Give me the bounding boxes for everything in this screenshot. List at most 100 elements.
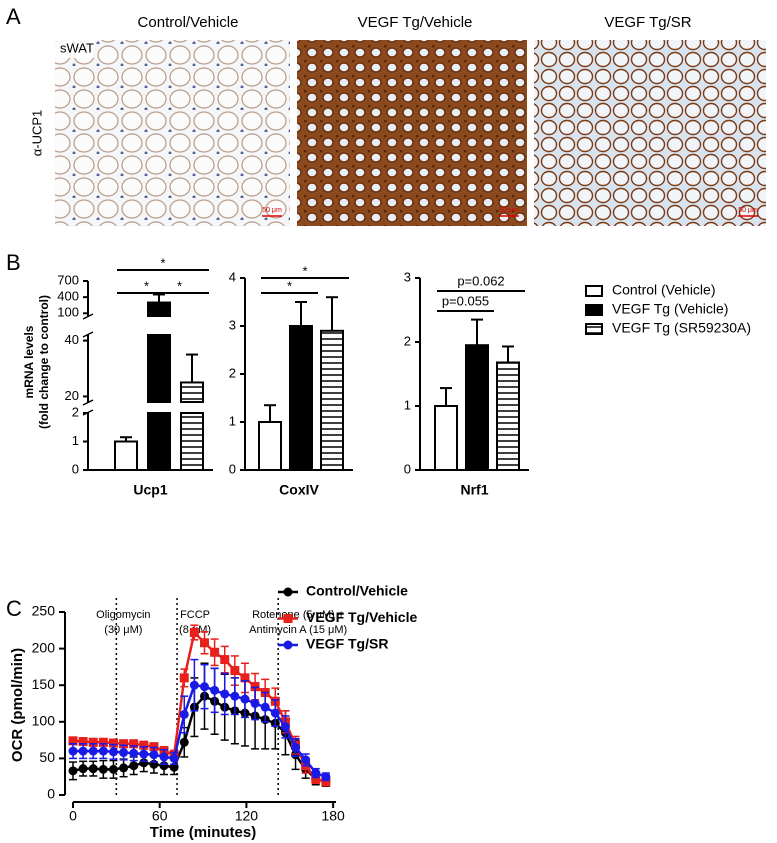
event-label: Oligomycin bbox=[96, 609, 150, 621]
marker bbox=[179, 709, 189, 719]
stain-label: α-UCP1 bbox=[29, 110, 44, 157]
marker bbox=[119, 739, 129, 749]
significance-label: * bbox=[287, 278, 292, 293]
image-title: VEGF Tg/Vehicle bbox=[358, 14, 473, 31]
y-tick-label: 2 bbox=[72, 404, 79, 419]
scale-bar-label: 50 μm bbox=[262, 207, 282, 214]
y-axis-label: mRNA levels bbox=[22, 325, 36, 398]
marker bbox=[250, 699, 260, 708]
micrograph bbox=[55, 40, 290, 226]
marker bbox=[210, 647, 220, 657]
y-tick-label: 100 bbox=[32, 713, 56, 729]
marker bbox=[68, 746, 78, 756]
marker bbox=[139, 740, 149, 750]
x-tick-label: 180 bbox=[321, 808, 345, 824]
marker bbox=[200, 682, 209, 692]
scale-bar-label: 50 μm bbox=[738, 207, 758, 214]
marker bbox=[311, 774, 321, 784]
bar bbox=[147, 301, 171, 317]
marker bbox=[260, 702, 270, 712]
marker bbox=[230, 666, 240, 676]
marker bbox=[119, 748, 129, 758]
marker bbox=[149, 750, 159, 760]
legend-swatch bbox=[585, 304, 603, 316]
y-tick-label: 700 bbox=[57, 272, 79, 287]
axis-break bbox=[82, 313, 94, 320]
y-tick-label: 3 bbox=[404, 269, 411, 284]
marker bbox=[189, 680, 199, 690]
legend-marker bbox=[283, 587, 293, 597]
marker bbox=[98, 746, 108, 756]
y-tick-label: 250 bbox=[32, 603, 56, 619]
marker bbox=[159, 761, 169, 771]
legend-label: VEGF Tg/SR bbox=[306, 636, 388, 652]
marker bbox=[139, 758, 149, 768]
y-tick-label: 0 bbox=[72, 461, 79, 476]
bar bbox=[258, 421, 282, 471]
y-tick-label: 0 bbox=[404, 461, 411, 476]
y-tick-label: 2 bbox=[229, 365, 236, 380]
event-label: FCCP bbox=[180, 609, 210, 621]
y-tick-label: 150 bbox=[32, 676, 56, 692]
marker bbox=[68, 766, 78, 776]
significance-label: * bbox=[177, 278, 182, 293]
marker bbox=[98, 737, 108, 747]
axis-break bbox=[82, 399, 94, 406]
x-axis-label: CoxIV bbox=[279, 482, 319, 498]
marker bbox=[321, 772, 331, 782]
legend-label: Control/Vehicle bbox=[306, 583, 408, 599]
panel-label: A bbox=[6, 4, 21, 29]
marker bbox=[200, 638, 209, 648]
event-label: (30 μM) bbox=[104, 624, 142, 636]
image-title: Control/Vehicle bbox=[138, 14, 239, 31]
marker bbox=[159, 752, 169, 762]
marker bbox=[108, 738, 118, 748]
axis-break bbox=[82, 331, 94, 338]
marker bbox=[210, 685, 220, 695]
x-tick-label: 60 bbox=[152, 808, 168, 824]
x-axis-label: Ucp1 bbox=[133, 482, 167, 498]
panel-label: B bbox=[6, 250, 21, 275]
marker bbox=[78, 746, 88, 756]
y-tick-label: 0 bbox=[47, 786, 55, 802]
marker bbox=[129, 761, 139, 771]
marker bbox=[189, 627, 199, 637]
bar bbox=[114, 440, 138, 471]
legend-label: VEGF Tg/Vehicle bbox=[306, 609, 417, 625]
marker bbox=[108, 764, 118, 774]
y-tick-label: 1 bbox=[72, 433, 79, 448]
marker bbox=[230, 691, 240, 701]
marker bbox=[88, 764, 98, 774]
marker bbox=[98, 764, 108, 774]
significance-label: p=0.055 bbox=[442, 293, 489, 308]
y-tick-label: 100 bbox=[57, 305, 79, 320]
bar bbox=[496, 361, 520, 472]
bar bbox=[434, 405, 458, 471]
bar bbox=[180, 381, 204, 404]
bar bbox=[147, 334, 171, 403]
panel-label: C bbox=[6, 596, 22, 621]
y-tick-label: 0 bbox=[229, 461, 236, 476]
marker bbox=[78, 764, 88, 774]
bar bbox=[465, 344, 489, 472]
marker bbox=[139, 749, 149, 759]
marker bbox=[108, 747, 118, 757]
legend-marker bbox=[283, 614, 293, 623]
marker bbox=[291, 742, 301, 752]
y-tick-label: 1 bbox=[404, 397, 411, 412]
y-tick-label: 4 bbox=[229, 269, 236, 284]
y-tick-label: 50 bbox=[39, 749, 55, 765]
y-tick-label: 200 bbox=[32, 639, 56, 655]
legend-swatch bbox=[585, 285, 603, 297]
legend-label: Control (Vehicle) bbox=[612, 282, 716, 298]
significance-label: * bbox=[144, 278, 149, 293]
label-backdrop bbox=[55, 40, 95, 58]
bar bbox=[147, 412, 171, 471]
y-tick-label: 1 bbox=[229, 413, 236, 428]
marker bbox=[311, 768, 321, 778]
image-title: VEGF Tg/SR bbox=[604, 14, 691, 31]
significance-label: * bbox=[302, 263, 307, 278]
legend-swatch bbox=[585, 323, 603, 335]
